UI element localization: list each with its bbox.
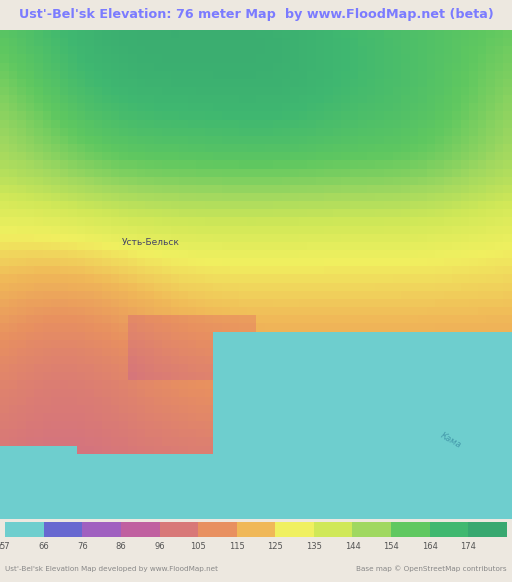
Bar bbox=[314, 523, 352, 537]
Text: meter: meter bbox=[0, 542, 3, 551]
Bar bbox=[352, 523, 391, 537]
Text: 96: 96 bbox=[154, 542, 165, 551]
Text: Усть-Бельск: Усть-Бельск bbox=[122, 238, 180, 247]
Text: 135: 135 bbox=[306, 542, 322, 551]
Text: 76: 76 bbox=[77, 542, 88, 551]
Text: 115: 115 bbox=[229, 542, 245, 551]
Bar bbox=[160, 523, 198, 537]
Bar bbox=[198, 523, 237, 537]
Text: 164: 164 bbox=[422, 542, 438, 551]
Text: Ust'-Bel'sk Elevation: 76 meter Map  by www.FloodMap.net (beta): Ust'-Bel'sk Elevation: 76 meter Map by w… bbox=[18, 9, 494, 22]
Text: 154: 154 bbox=[383, 542, 399, 551]
Bar bbox=[275, 523, 314, 537]
Text: Ust'-Bel'sk Elevation Map developed by www.FloodMap.net: Ust'-Bel'sk Elevation Map developed by w… bbox=[5, 566, 218, 572]
Text: 66: 66 bbox=[38, 542, 49, 551]
Text: Base map © OpenStreetMap contributors: Base map © OpenStreetMap contributors bbox=[356, 566, 507, 572]
Bar bbox=[5, 523, 44, 537]
Bar bbox=[44, 523, 82, 537]
Bar bbox=[430, 523, 468, 537]
Text: 174: 174 bbox=[460, 542, 476, 551]
Text: 144: 144 bbox=[345, 542, 360, 551]
Text: 86: 86 bbox=[116, 542, 126, 551]
Text: 105: 105 bbox=[190, 542, 206, 551]
Bar bbox=[468, 523, 507, 537]
Bar bbox=[391, 523, 430, 537]
Bar bbox=[121, 523, 160, 537]
Text: 125: 125 bbox=[267, 542, 283, 551]
Text: 57: 57 bbox=[0, 542, 10, 551]
Bar bbox=[82, 523, 121, 537]
Text: Кама: Кама bbox=[438, 431, 463, 450]
Bar bbox=[237, 523, 275, 537]
